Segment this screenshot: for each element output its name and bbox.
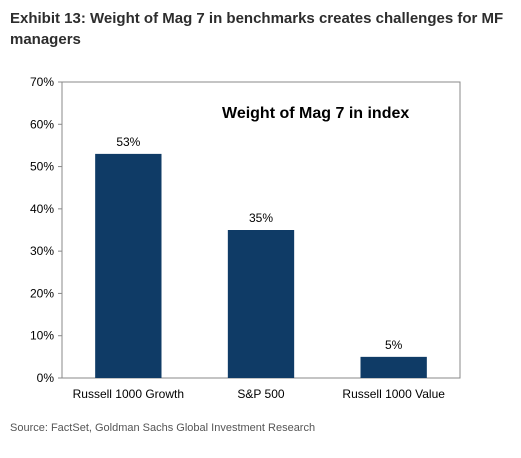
x-category-label: S&P 500: [237, 387, 284, 401]
x-axis-labels: Russell 1000 Growth S&P 500 Russell 1000 V…: [73, 387, 446, 401]
bar: [227, 230, 295, 378]
y-tick-label: 40%: [30, 202, 54, 216]
bar-value-label: 35%: [249, 211, 273, 225]
bar: [360, 356, 427, 378]
bar-value-label: 53%: [116, 135, 140, 149]
source-note: Source: FactSet, Goldman Sachs Global In…: [10, 422, 316, 434]
bar-chart: Weight of Mag 7 in index 0% 10% 20% 30% 40% 5…: [30, 75, 461, 401]
y-tick-label: 20%: [30, 286, 54, 300]
y-tick-label: 10%: [30, 329, 54, 343]
x-category-label: Russell 1000 Growth: [73, 387, 184, 401]
y-tick-label: 50%: [30, 160, 54, 174]
bar: [95, 153, 162, 378]
bar-value-label: 5%: [385, 338, 403, 352]
y-axis-ticks: 0% 10% 20% 30% 40% 50% 60% 70%: [30, 75, 62, 385]
y-tick-label: 60%: [30, 117, 54, 131]
bars: 53% 35% 5%: [95, 135, 427, 378]
x-category-label: Russell 1000 Value: [342, 387, 445, 401]
y-tick-label: 70%: [30, 75, 54, 89]
y-tick-label: 0%: [37, 371, 55, 385]
exhibit-title: Exhibit 13: Weight of Mag 7 in benchmark…: [10, 10, 504, 48]
chart-title: Weight of Mag 7 in index: [222, 105, 409, 122]
y-tick-label: 30%: [30, 244, 54, 258]
